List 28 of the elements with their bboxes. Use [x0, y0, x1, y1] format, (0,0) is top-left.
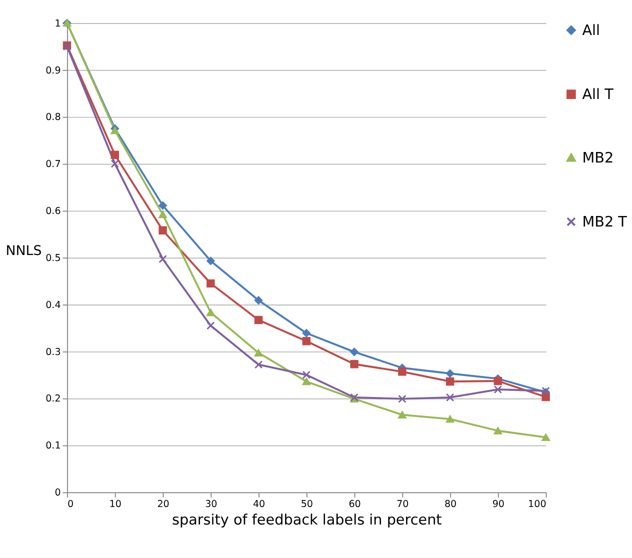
x-tick-label: 60 — [348, 499, 361, 510]
y-axis-title: NNLS — [6, 244, 42, 260]
x-tick-label: 80 — [444, 499, 457, 510]
legend-label: MB2 — [582, 150, 614, 166]
y-tick-label: 0.9 — [46, 65, 61, 76]
x-tick-label: 0 — [68, 499, 74, 510]
y-tick-label: 0.7 — [46, 159, 61, 170]
x-tick-label: 50 — [300, 499, 313, 510]
x-tick-label: 40 — [252, 499, 266, 510]
legend-label: MB2 T — [582, 214, 628, 230]
y-tick-label: 0.5 — [46, 252, 61, 264]
x-tick-label: 30 — [205, 499, 218, 510]
y-tick-label: 0.8 — [46, 112, 61, 124]
x-tick-label: 10 — [109, 499, 122, 510]
y-tick-label: 0 — [54, 488, 61, 499]
legend-label: All — [582, 22, 600, 39]
y-tick-label: 1 — [54, 18, 61, 30]
y-tick-label: 0.3 — [46, 346, 61, 358]
x-axis-title: sparsity of feedback labels in percent — [172, 512, 442, 528]
y-tick-label: 0.2 — [46, 394, 61, 405]
y-tick-label: 0.6 — [46, 206, 61, 218]
x-tick-label: 90 — [492, 499, 505, 510]
x-tick-label: 70 — [396, 499, 409, 510]
legend-label: All T — [582, 87, 614, 104]
x-tick-label: 20 — [157, 499, 170, 510]
y-tick-label: 0.1 — [46, 440, 61, 452]
y-tick-label: 0.4 — [46, 300, 61, 311]
x-tick-label: 100 — [528, 499, 546, 510]
